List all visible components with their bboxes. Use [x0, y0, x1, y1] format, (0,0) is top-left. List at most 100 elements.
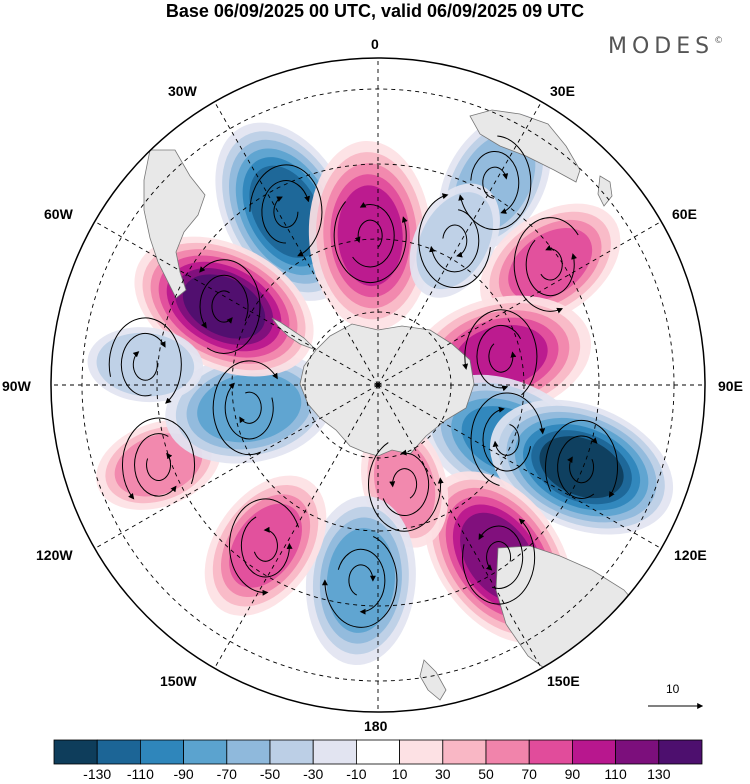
colorbar-tick-label: 130 [647, 766, 671, 782]
africa-shape [469, 109, 581, 183]
streamline [462, 309, 538, 396]
wind-streamlines [108, 135, 618, 628]
lon-label-30e: 30E [550, 83, 575, 99]
streamline [321, 536, 398, 628]
streamline [482, 406, 531, 472]
anomaly-center [165, 351, 334, 464]
anomaly-center [480, 203, 621, 326]
colorbar-swatch [528, 739, 573, 765]
anomaly-contour [197, 373, 302, 443]
colorbar-tick-label: -50 [259, 766, 281, 782]
anomaly-contour [508, 228, 593, 301]
lon-label-90e: 90E [718, 378, 743, 394]
anomaly-center [87, 327, 204, 403]
colorbar-swatch [226, 739, 271, 765]
streamline [470, 151, 520, 214]
streamline [132, 351, 158, 381]
streamline [199, 259, 261, 354]
streamline [249, 164, 323, 257]
colorbar-swatch [658, 739, 703, 765]
lon-label-30w: 30W [168, 83, 197, 99]
anomaly-center [409, 183, 500, 298]
colorbar-swatch [485, 739, 530, 765]
streamline [352, 202, 395, 268]
lon-label-60w: 60W [44, 206, 73, 222]
streamline [557, 435, 598, 499]
anomaly-contour [249, 165, 323, 258]
streamline [224, 382, 274, 440]
anomaly-contour [416, 192, 494, 290]
streamline [482, 166, 509, 199]
streamline [120, 332, 166, 397]
lon-label-120w: 120W [36, 547, 73, 563]
reference-vector: 10 [644, 682, 706, 712]
madagascar-shape [597, 175, 613, 207]
meridian-line [94, 221, 379, 386]
streamline [488, 343, 517, 373]
colorbar-swatch [615, 739, 660, 765]
brand-text: MODES [608, 34, 715, 59]
colorbar-tick-label: -10 [346, 766, 367, 782]
streamline [429, 209, 480, 273]
streamline [354, 219, 383, 248]
colorbar-tick-label: -30 [303, 766, 324, 782]
lon-label-150w: 150W [160, 673, 197, 689]
colorbar-tick-label: -110 [126, 766, 154, 782]
colorbar-tick-labels: -130 -110 -90 -70 -50 -30 -10 10 30 50 70 90 110 130 [0, 766, 750, 784]
lon-label-0: 0 [371, 36, 379, 52]
streamline [567, 456, 595, 484]
anomaly-contour [114, 433, 203, 497]
streamline [253, 526, 278, 562]
copyright-mark: © [714, 36, 724, 46]
streamline [108, 317, 182, 404]
colorbar-tick-label: 30 [435, 766, 451, 782]
streamline [513, 217, 579, 314]
streamline [476, 324, 522, 392]
streamline [545, 419, 618, 498]
lon-label-60e: 60E [672, 206, 697, 222]
anomaly-contour [454, 324, 548, 389]
graticule [51, 58, 705, 712]
meridian-line [214, 101, 379, 386]
colorbar [53, 739, 703, 765]
colorbar-swatch [183, 739, 228, 765]
streamline [462, 518, 536, 605]
new-zealand-shape [419, 659, 447, 701]
colorbar-tick-label: -130 [83, 766, 112, 782]
streamline [525, 239, 578, 297]
anomaly-center [490, 399, 674, 535]
colorbar-tick-label: 90 [564, 766, 581, 782]
colorbar-tick-label: -70 [216, 766, 237, 782]
anomaly-contour [96, 332, 195, 397]
streamline [348, 564, 376, 596]
meridian-line [94, 384, 379, 549]
streamline [212, 360, 278, 456]
lon-label-120e: 120E [674, 547, 707, 563]
streamline [211, 290, 233, 324]
latitude-circle [156, 163, 600, 607]
anomaly-contour [337, 185, 403, 287]
meridian-line [377, 101, 542, 386]
streamline [333, 201, 408, 283]
streamline [229, 498, 300, 596]
south-pole-marker [375, 382, 381, 388]
streamline [470, 392, 546, 486]
colorbar-swatch [269, 739, 314, 765]
streamline [122, 417, 195, 500]
map-border [50, 57, 706, 713]
colorbar-tick-label: 70 [521, 766, 537, 782]
colorbar-tick-label: 110 [604, 766, 627, 782]
colorbar-tick-label: 10 [391, 766, 408, 782]
streamline [540, 244, 563, 281]
colorbar-swatch [399, 739, 444, 765]
lon-label-150e: 150E [547, 673, 580, 689]
streamline [485, 541, 512, 571]
chart-title: Base 06/09/2025 00 UTC, valid 06/09/2025… [165, 1, 585, 21]
lon-label-180: 180 [364, 718, 388, 734]
streamline [389, 468, 418, 499]
modes-logo: MODES© [608, 34, 723, 59]
streamline [199, 274, 249, 329]
streamline [240, 516, 293, 578]
colorbar-swatch [355, 739, 400, 765]
